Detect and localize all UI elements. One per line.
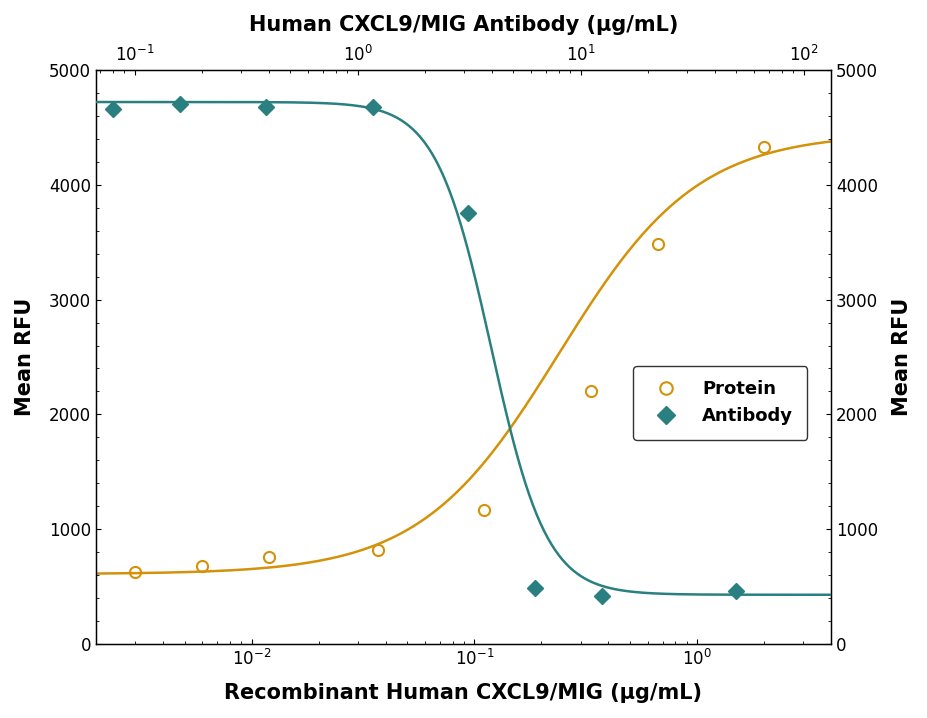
Y-axis label: Mean RFU: Mean RFU — [892, 298, 912, 416]
Y-axis label: Mean RFU: Mean RFU — [15, 298, 35, 416]
X-axis label: Human CXCL9/MIG Antibody (μg/mL): Human CXCL9/MIG Antibody (μg/mL) — [248, 15, 679, 35]
Legend: Protein, Antibody: Protein, Antibody — [633, 366, 807, 440]
X-axis label: Recombinant Human CXCL9/MIG (μg/mL): Recombinant Human CXCL9/MIG (μg/mL) — [224, 683, 703, 703]
